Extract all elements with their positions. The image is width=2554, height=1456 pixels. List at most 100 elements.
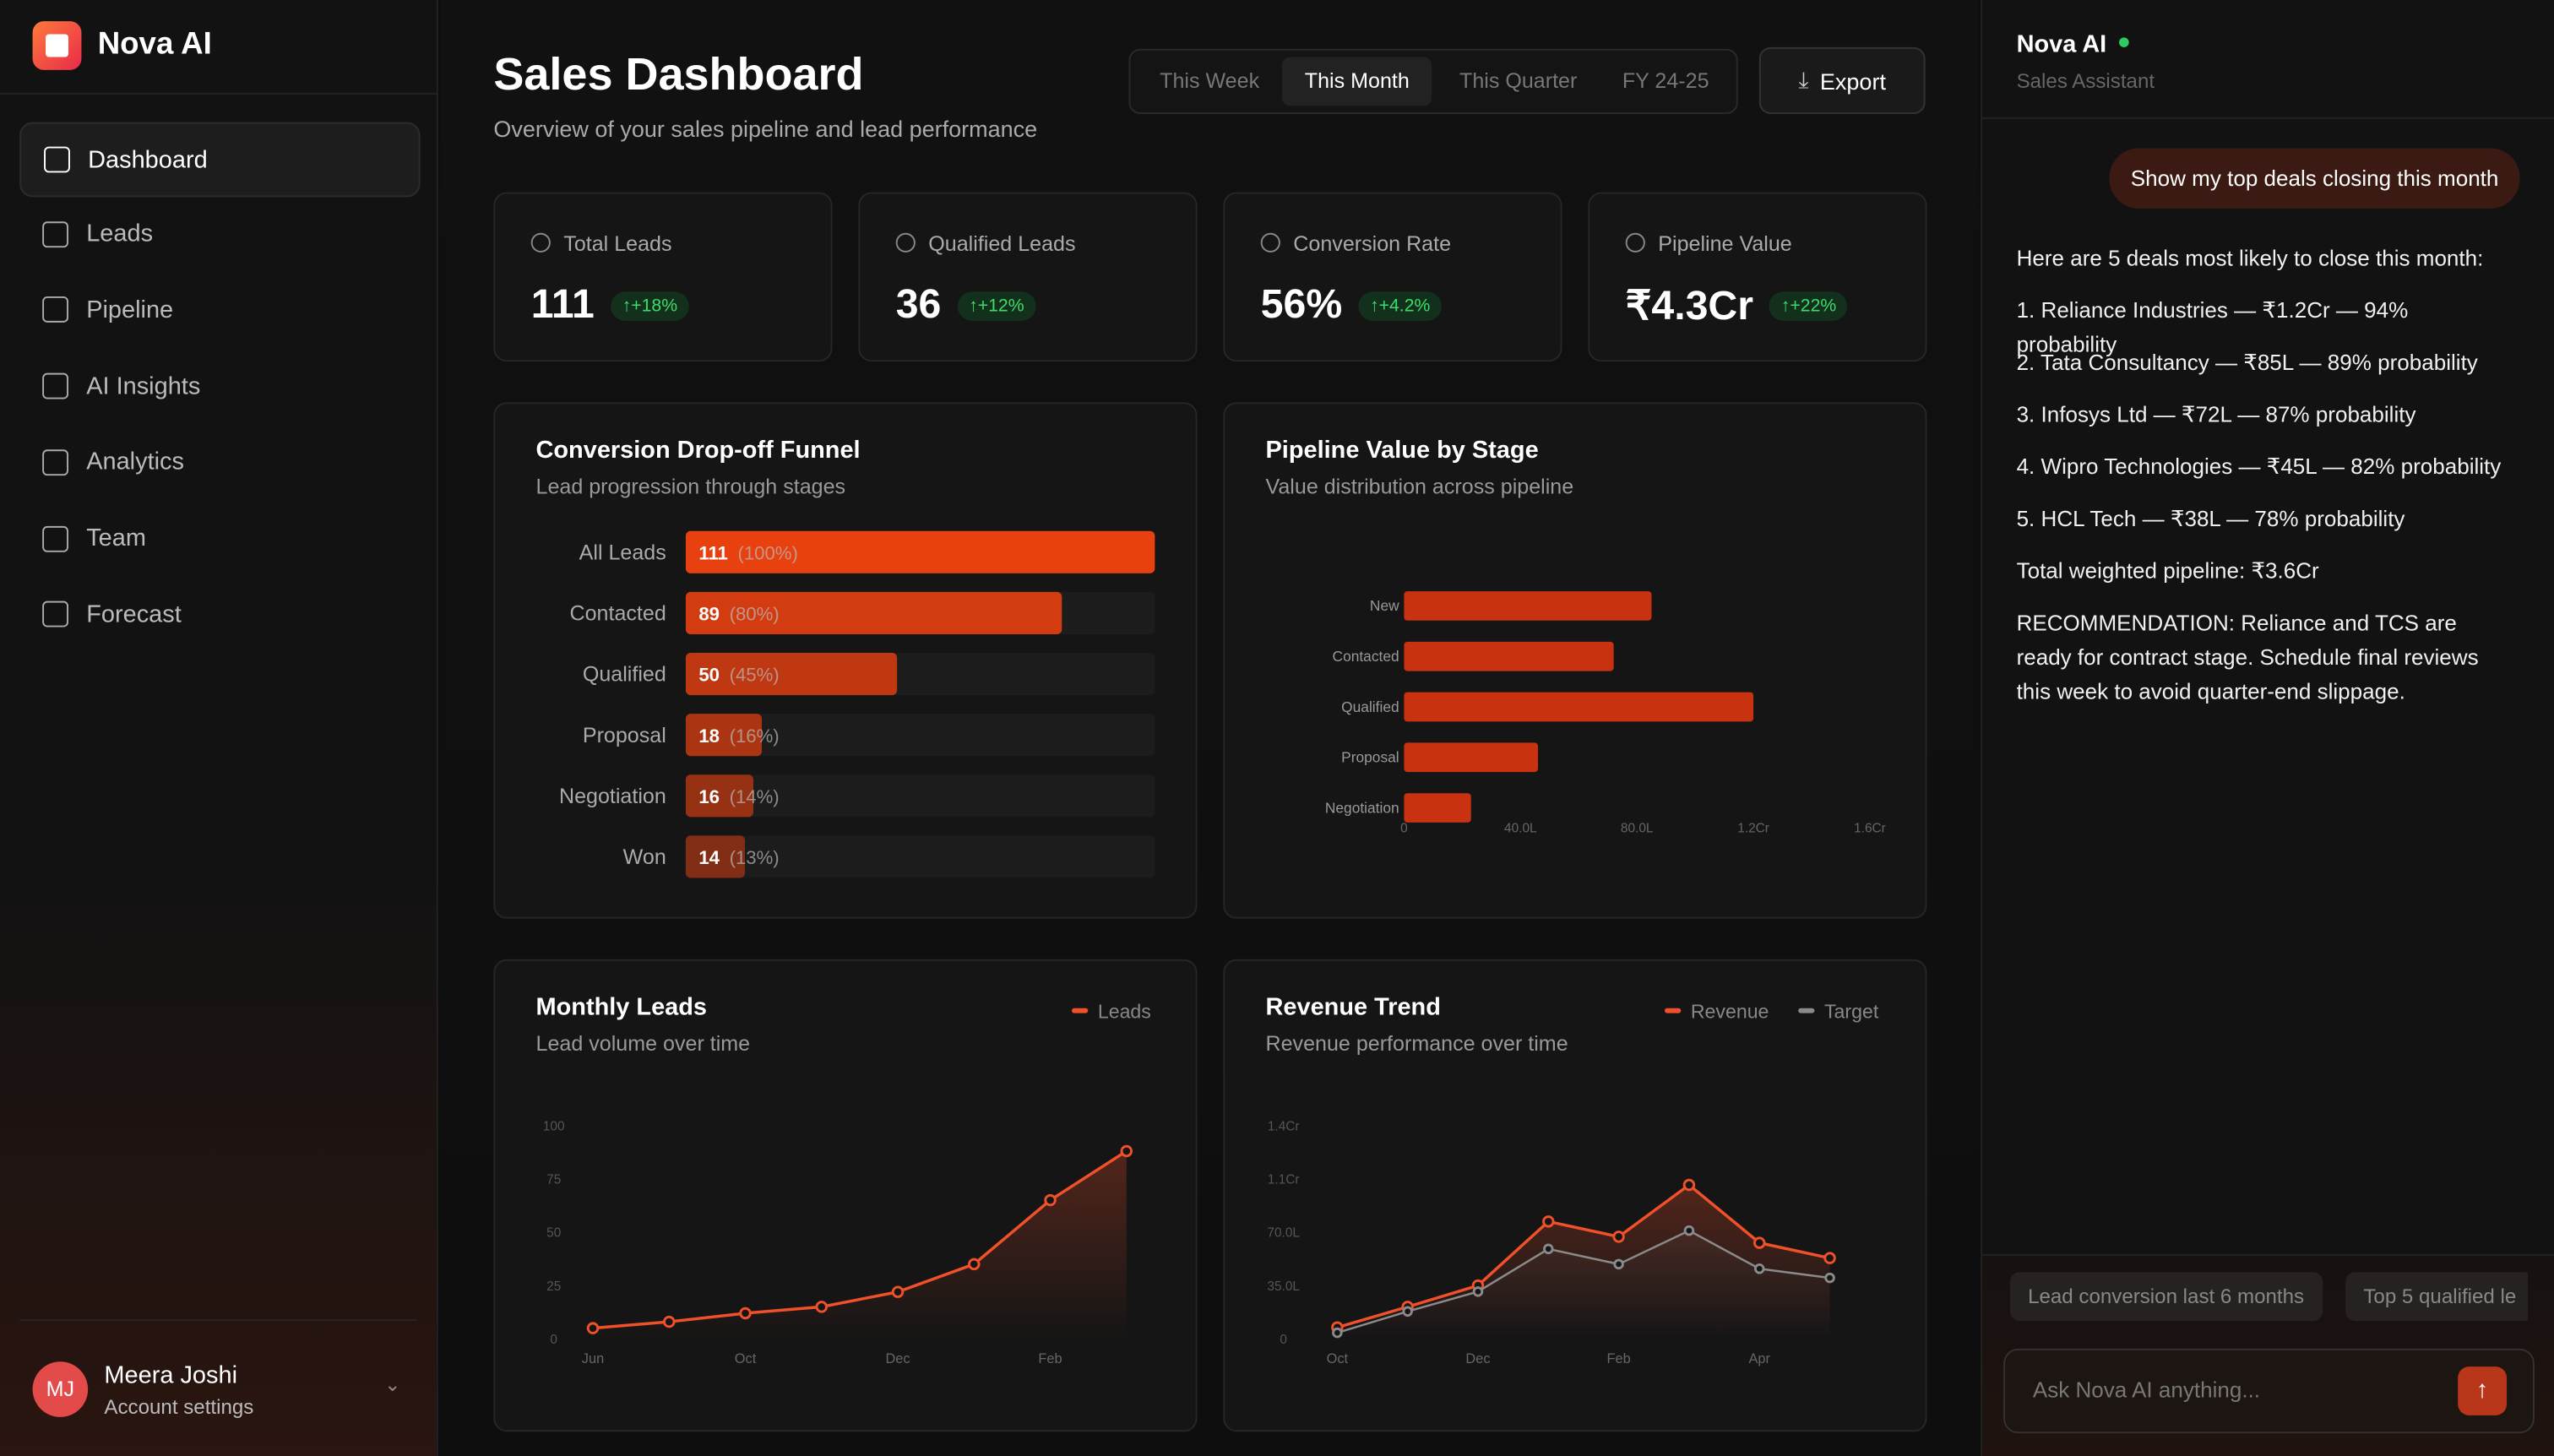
line bbox=[1336, 1182, 1830, 1329]
nav-label[interactable]: Dashboard bbox=[88, 145, 208, 174]
kpi-label: Qualified Leads bbox=[928, 231, 1076, 256]
kpi-row: 111 ↑+18% bbox=[531, 282, 689, 329]
user-subtitle[interactable]: Account settings bbox=[104, 1395, 254, 1419]
export-label[interactable]: Export bbox=[1819, 68, 1886, 94]
funnel-value: 89 (80%) bbox=[698, 604, 779, 625]
period-tab[interactable]: FY 24-25 bbox=[1622, 68, 1709, 93]
value-label: 50 bbox=[698, 665, 720, 686]
chat-name: Nova AI bbox=[2016, 30, 2107, 59]
online-dot bbox=[2119, 37, 2129, 47]
point bbox=[1612, 1231, 1625, 1243]
chart-subtitle: Value distribution across pipeline bbox=[1265, 474, 1574, 499]
user-message: Show my top deals closing this month bbox=[2109, 148, 2520, 209]
input-placeholder[interactable]: Ask Nova AI anything... bbox=[2032, 1377, 2261, 1403]
point bbox=[739, 1307, 752, 1320]
y-tick-label: 1.4Cr bbox=[1268, 1119, 1300, 1133]
reply-line: RECOMMENDATION: Reliance and TCS are rea… bbox=[2016, 611, 2479, 704]
percent-label: (100%) bbox=[737, 542, 797, 563]
nav-label[interactable]: Team bbox=[86, 524, 146, 552]
kpi-icon bbox=[1625, 232, 1645, 253]
bar bbox=[1404, 793, 1471, 823]
area bbox=[592, 1150, 1127, 1339]
funnel-bar bbox=[685, 652, 898, 696]
y-tick-label: 50 bbox=[546, 1226, 561, 1241]
percent-label: (14%) bbox=[730, 786, 780, 807]
nav-label[interactable]: Analytics bbox=[86, 448, 184, 476]
x-tick-label: Jun bbox=[582, 1351, 604, 1366]
funnel-value: 14 (13%) bbox=[698, 847, 779, 868]
nav-item[interactable]: Pipeline bbox=[19, 274, 417, 346]
line bbox=[1336, 1229, 1830, 1334]
nav-label[interactable]: Forecast bbox=[86, 600, 182, 628]
nav-icon bbox=[44, 146, 70, 173]
chart-subtitle: Lead volume over time bbox=[535, 1030, 751, 1056]
y-tick-label: 1.1Cr bbox=[1268, 1173, 1300, 1187]
nav-item[interactable]: Leads bbox=[19, 198, 417, 270]
funnel-label: Negotiation bbox=[559, 785, 666, 808]
point bbox=[1044, 1193, 1057, 1207]
x-tick-label: 40.0L bbox=[1504, 821, 1537, 835]
line bbox=[592, 1149, 1128, 1330]
point bbox=[1823, 1252, 1836, 1264]
suggestions: Lead conversion last 6 months Top 5 quali… bbox=[2009, 1272, 2529, 1324]
reply-line: Here are 5 deals most likely to close th… bbox=[2016, 246, 2484, 271]
kpi-card: Qualified Leads 36 ↑+12% bbox=[858, 192, 1198, 362]
kpi-change: ↑+12% bbox=[957, 291, 1036, 320]
chat-panel: Nova AI Sales Assistant Show my top deal… bbox=[1981, 0, 2554, 1456]
funnel-bar bbox=[685, 714, 762, 757]
nav-item[interactable]: Forecast bbox=[19, 579, 417, 650]
logo bbox=[32, 21, 82, 70]
y-tick-label: 0 bbox=[550, 1333, 557, 1347]
chart-card: Monthly Leads Lead volume over time 0 25 50 7… bbox=[493, 959, 1198, 1432]
send-button[interactable]: ↑ bbox=[2458, 1366, 2508, 1415]
x-tick-label: 1.6Cr bbox=[1854, 821, 1886, 835]
value-label: 14 bbox=[698, 847, 720, 868]
kpi-row: 36 ↑+12% bbox=[896, 282, 1036, 329]
kpi-label: Conversion Rate bbox=[1293, 231, 1452, 256]
kpi-value: 56% bbox=[1260, 281, 1343, 328]
chart: 0 35.0L 70.0L 1.1Cr 1.4Cr Oct Dec Feb Apr Revenue… bbox=[1267, 1000, 1878, 1366]
chevron[interactable]: ⌄ bbox=[384, 1372, 401, 1396]
nav-label[interactable]: AI Insights bbox=[86, 372, 201, 400]
x-tick-label: Apr bbox=[1748, 1351, 1770, 1366]
nav-icon bbox=[42, 448, 68, 475]
chart: All Leads 111 (100%) Contacted 89 (80%) Qualif… bbox=[559, 530, 1155, 878]
funnel-value: 16 (14%) bbox=[698, 786, 779, 807]
reply-line: 5. HCL Tech — ₹38L — 78% probability bbox=[2016, 506, 2405, 531]
funnel-bar bbox=[685, 591, 1062, 634]
category-label: New bbox=[1370, 597, 1399, 614]
value-label: 89 bbox=[698, 604, 720, 625]
reply-line: 3. Infosys Ltd — ₹72L — 87% probability bbox=[2016, 402, 2416, 427]
funnel-track bbox=[685, 714, 1155, 757]
point bbox=[1402, 1306, 1413, 1317]
point bbox=[1824, 1272, 1835, 1284]
nav-item[interactable]: Team bbox=[19, 503, 417, 574]
kpi-card: Total Leads 111 ↑+18% bbox=[493, 192, 833, 362]
period-tab[interactable]: This Week bbox=[1160, 68, 1260, 93]
category-label: Negotiation bbox=[1325, 799, 1399, 816]
kpi-row: 56% ↑+4.2% bbox=[1261, 282, 1442, 329]
chart-card: Revenue Trend Revenue performance over ti… bbox=[1223, 959, 1927, 1432]
point bbox=[1682, 1178, 1696, 1192]
suggestion-chip[interactable]: Top 5 qualified le bbox=[2345, 1272, 2529, 1322]
chart-card: Conversion Drop-off Funnel Lead progressi… bbox=[493, 402, 1198, 919]
kpi-card: Pipeline Value ₹4.3Cr ↑+22% bbox=[1588, 192, 1927, 362]
chart-subtitle: Revenue performance over time bbox=[1265, 1030, 1568, 1056]
point bbox=[1753, 1236, 1766, 1249]
page-subtitle: Overview of your sales pipeline and lead… bbox=[493, 115, 1038, 142]
nav-item[interactable]: Dashboard bbox=[19, 122, 421, 198]
nav-label[interactable]: Leads bbox=[86, 220, 154, 248]
kpi-card: Conversion Rate 56% ↑+4.2% bbox=[1223, 192, 1562, 362]
nav-item[interactable]: Analytics bbox=[19, 426, 417, 498]
category-label: Proposal bbox=[1341, 749, 1399, 766]
export-button[interactable]: ⤓ Export bbox=[1758, 46, 1926, 114]
nav-item[interactable]: AI Insights bbox=[19, 350, 417, 422]
period-tab[interactable]: This Month bbox=[1281, 57, 1432, 106]
suggestion-chip[interactable]: Lead conversion last 6 months bbox=[2009, 1272, 2323, 1322]
legend-swatch bbox=[1798, 1008, 1815, 1013]
nav-label[interactable]: Pipeline bbox=[86, 296, 174, 324]
period-tab[interactable]: This Quarter bbox=[1459, 68, 1578, 93]
chat-input[interactable]: Ask Nova AI anything... ↑ bbox=[2003, 1348, 2535, 1434]
